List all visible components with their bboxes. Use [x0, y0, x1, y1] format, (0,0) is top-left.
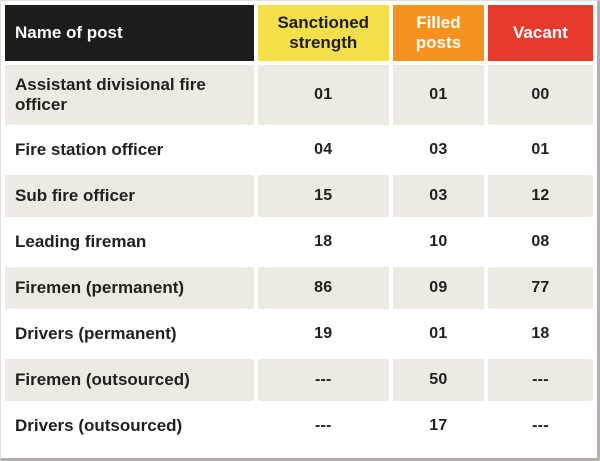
filled-cell: 50: [392, 359, 484, 401]
filled-cell: 01: [392, 65, 484, 125]
vacant-cell: 00: [487, 65, 593, 125]
post-name-cell: Drivers (permanent): [5, 313, 254, 355]
vacant-cell: 08: [487, 221, 593, 263]
filled-cell: 10: [392, 221, 484, 263]
table-row: Sub fire officer 15 03 12: [5, 175, 593, 217]
post-name-cell: Sub fire officer: [5, 175, 254, 217]
sanctioned-cell: 19: [257, 313, 389, 355]
header-row: Name of post Sanctioned strength Filled …: [5, 5, 593, 61]
post-name-cell: Leading fireman: [5, 221, 254, 263]
sanctioned-cell: ---: [257, 405, 389, 447]
table-row: Drivers (outsourced) --- 17 ---: [5, 405, 593, 447]
filled-cell: 03: [392, 175, 484, 217]
filled-cell: 09: [392, 267, 484, 309]
table-row: Fire station officer 04 03 01: [5, 129, 593, 171]
fire-staff-table: Name of post Sanctioned strength Filled …: [1, 1, 597, 451]
vacant-cell: 18: [487, 313, 593, 355]
table-row: Leading fireman 18 10 08: [5, 221, 593, 263]
vacant-cell: 77: [487, 267, 593, 309]
post-name-cell: Assistant divisional fire officer: [5, 65, 254, 125]
sanctioned-cell: 18: [257, 221, 389, 263]
vacant-cell: 01: [487, 129, 593, 171]
table-row: Assistant divisional fire officer 01 01 …: [5, 65, 593, 125]
vacant-cell: ---: [487, 405, 593, 447]
sanctioned-cell: 15: [257, 175, 389, 217]
filled-cell: 03: [392, 129, 484, 171]
post-name-cell: Firemen (outsourced): [5, 359, 254, 401]
table-row: Firemen (outsourced) --- 50 ---: [5, 359, 593, 401]
vacant-cell: 12: [487, 175, 593, 217]
post-name-cell: Firemen (permanent): [5, 267, 254, 309]
sanctioned-cell: 01: [257, 65, 389, 125]
post-name-cell: Drivers (outsourced): [5, 405, 254, 447]
filled-cell: 01: [392, 313, 484, 355]
header-sanctioned-strength: Sanctioned strength: [257, 5, 389, 61]
sanctioned-cell: 86: [257, 267, 389, 309]
sanctioned-cell: ---: [257, 359, 389, 401]
header-name-of-post: Name of post: [5, 5, 254, 61]
header-vacant: Vacant: [487, 5, 593, 61]
sanctioned-cell: 04: [257, 129, 389, 171]
table-row: Drivers (permanent) 19 01 18: [5, 313, 593, 355]
vacant-cell: ---: [487, 359, 593, 401]
post-name-cell: Fire station officer: [5, 129, 254, 171]
table-row: Firemen (permanent) 86 09 77: [5, 267, 593, 309]
filled-cell: 17: [392, 405, 484, 447]
header-filled-posts: Filled posts: [392, 5, 484, 61]
